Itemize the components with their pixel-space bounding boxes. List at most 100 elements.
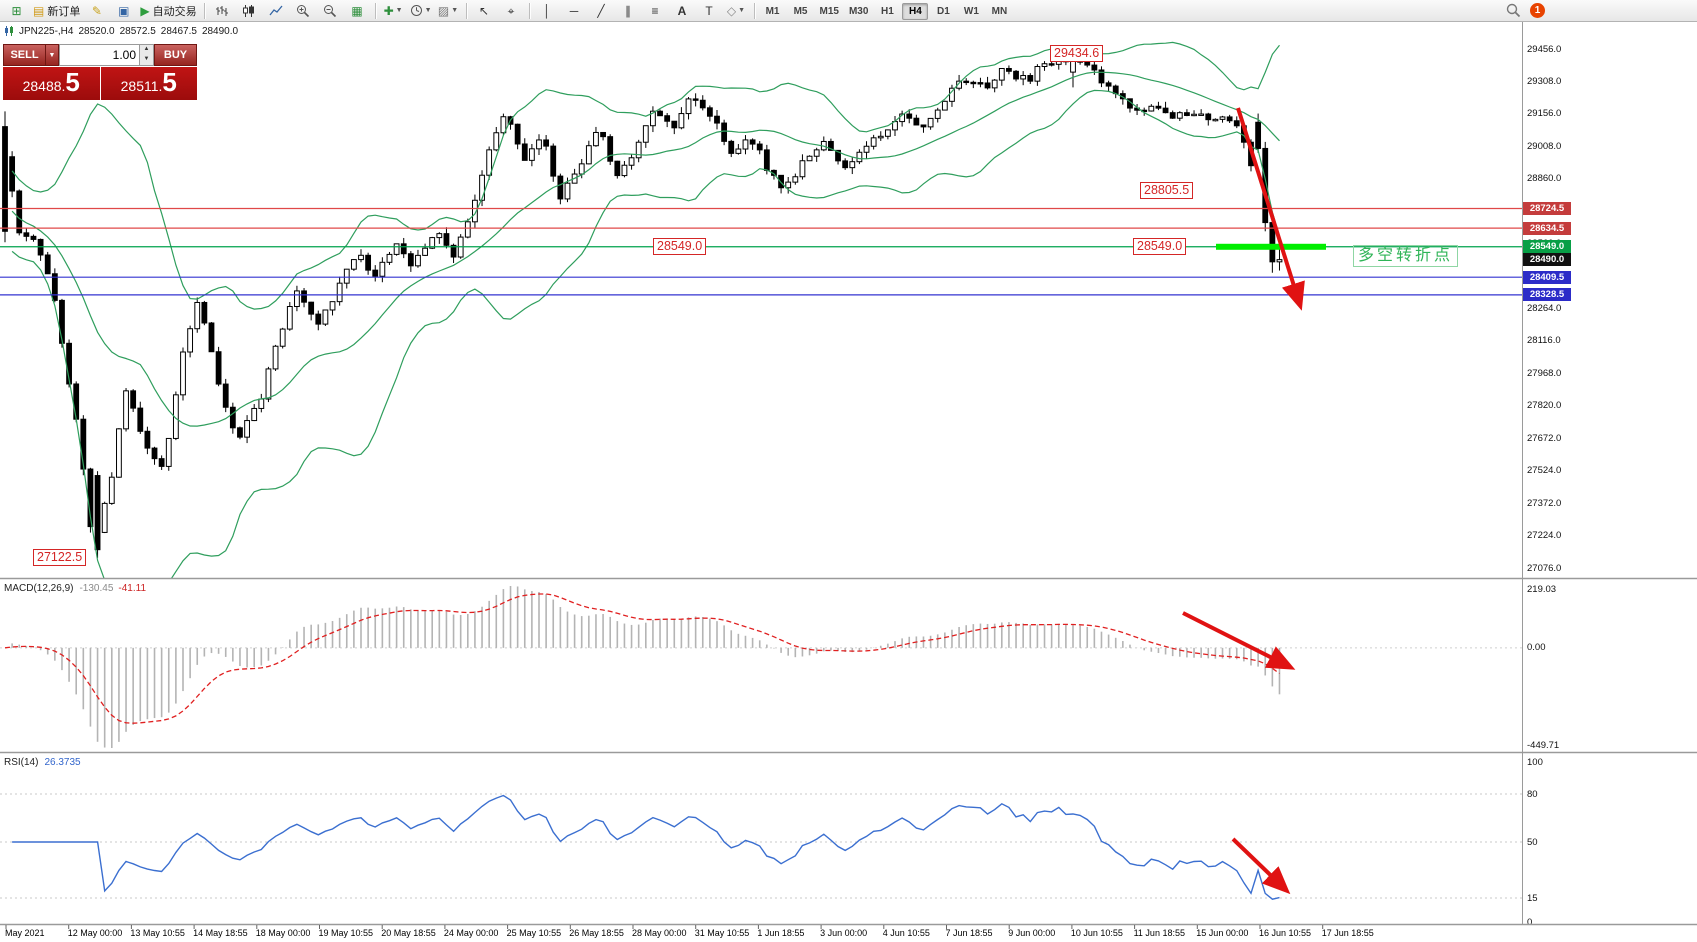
new-chart-icon: ⊞ (11, 3, 22, 18)
templates-icon: ▨ (437, 3, 450, 18)
time-axis-label: 16 Jun 10:55 (1259, 928, 1312, 938)
price-tick-label: 27372.0 (1527, 497, 1562, 509)
indicators-button[interactable]: ✚ ▼ (380, 1, 407, 21)
annotation-text[interactable]: 多空转折点 (1353, 245, 1459, 268)
macd-label-row: MACD(12,26,9) -130.45 -41.11 (4, 583, 146, 594)
time-axis-label: 12 May 00:00 (67, 928, 123, 938)
horizontal-line-icon: ─ (569, 3, 579, 18)
price-callout[interactable]: 28549.0 (1133, 237, 1187, 255)
tf-button-h1[interactable]: H1 (881, 6, 894, 17)
chart-tab-icon (5, 26, 13, 36)
bar-chart-button[interactable] (209, 1, 236, 21)
timeframe-toolbar: M1 M5 M15 M30 H1 H4 D1 W1 MN (759, 1, 1014, 20)
macd-value-signal: -41.11 (118, 583, 147, 594)
tile-windows-icon: ▦ (351, 3, 363, 18)
time-axis-label: 17 Jun 18:55 (1321, 928, 1374, 938)
fibonacci-icon: ≡ (651, 3, 659, 18)
metaeditor-icon: ✎ (91, 3, 102, 18)
price-callout[interactable]: 27122.5 (33, 548, 87, 566)
macd-label: MACD(12,26,9) (4, 583, 74, 594)
rsi-axis-label: 100 (1527, 757, 1543, 768)
chart-info-bar: JPN225-,H4 28520.0 28572.5 28467.5 28490… (4, 25, 238, 37)
price-tick-label: 29308.0 (1527, 75, 1562, 87)
zoom-out-icon (324, 4, 337, 17)
volume-spinner[interactable]: ▲ ▼ (140, 44, 154, 66)
crosshair-icon: ⌖ (507, 3, 515, 18)
trendline-button[interactable]: ╱ (588, 1, 615, 21)
sell-price-display[interactable]: 28488. 5 (3, 67, 100, 100)
volume-input[interactable] (59, 44, 140, 66)
zoom-in-icon (297, 4, 310, 17)
new-order-button[interactable]: ▤ 新订单 (30, 1, 83, 21)
time-axis-label: 4 Jun 10:55 (882, 928, 930, 938)
symbol-period-label: JPN225-,H4 (19, 25, 74, 37)
autotrading-label: 自动交易 (152, 5, 197, 18)
price-callout[interactable]: 28549.0 (653, 237, 707, 255)
templates-button[interactable]: ▨ ▼ (435, 1, 462, 21)
periods-button[interactable]: ▼ (407, 1, 435, 21)
crosshair-button[interactable]: ⌖ (498, 1, 525, 21)
spin-down-icon[interactable]: ▼ (140, 55, 153, 65)
rsi-axis-label: 15 (1527, 893, 1538, 904)
new-order-label: 新订单 (47, 5, 81, 18)
tf-button-h4[interactable]: H4 (902, 3, 929, 20)
time-axis-label: 11 Jun 18:55 (1133, 928, 1185, 938)
bollinger-middle (11, 71, 1280, 427)
tf-button-mn[interactable]: MN (991, 6, 1008, 17)
buy-button[interactable]: BUY (154, 44, 197, 66)
buy-price-display[interactable]: 28511. 5 (100, 67, 197, 100)
time-axis-label: 1 Jun 18:55 (757, 928, 805, 938)
text-label-button[interactable]: T (696, 1, 723, 21)
chevron-down-icon: ▼ (424, 7, 432, 14)
search-icon[interactable] (1506, 3, 1521, 18)
trendline-icon: ╱ (597, 3, 605, 18)
rsi-value: 26.3735 (44, 757, 81, 768)
zoom-out-button[interactable] (317, 1, 344, 21)
macd-value-main: -130.45 (79, 583, 114, 594)
rsi-panel (0, 793, 1522, 900)
price-tick-label: 27076.0 (1527, 562, 1562, 574)
text-button[interactable]: A (669, 1, 696, 21)
price-tick-label: 27524.0 (1527, 465, 1562, 477)
rsi-axis-label: 50 (1527, 837, 1538, 848)
notification-badge[interactable]: 1 (1530, 3, 1545, 18)
chevron-down-icon: ▼ (395, 7, 403, 14)
shapes-button[interactable]: ◇ ▼ (723, 1, 750, 21)
new-chart-button[interactable]: ⊞ (3, 1, 30, 21)
horizontal-line-button[interactable]: ─ (561, 1, 588, 21)
tf-button-m15[interactable]: M15 (819, 6, 839, 17)
price-tick-label: 29456.0 (1527, 43, 1562, 55)
tf-button-m5[interactable]: M5 (793, 6, 808, 17)
channel-button[interactable]: ∥ (615, 1, 642, 21)
zoom-in-button[interactable] (290, 1, 317, 21)
sell-button[interactable]: SELL (3, 44, 46, 66)
new-order-icon: ▤ (33, 3, 45, 18)
tf-button-d1[interactable]: D1 (937, 6, 950, 17)
tf-button-w1[interactable]: W1 (963, 6, 979, 17)
line-chart-button[interactable] (263, 1, 290, 21)
candlestick-chart-button[interactable] (236, 1, 263, 21)
autotrading-button[interactable]: ▶ 自动交易 (137, 1, 199, 21)
time-axis-label: 14 May 18:55 (193, 928, 248, 938)
rsi-line (12, 794, 1280, 900)
cursor-button[interactable]: ↖ (471, 1, 498, 21)
sell-options-dropdown[interactable]: ▼ (46, 44, 59, 66)
price-tick-label: 28116.0 (1527, 335, 1561, 347)
time-axis-label: 13 May 10:55 (130, 928, 185, 938)
price-tag: 28549.0 (1523, 240, 1571, 254)
vertical-line-button[interactable]: │ (534, 1, 561, 21)
tile-windows-button[interactable]: ▦ (344, 1, 371, 21)
fibonacci-button[interactable]: ≡ (642, 1, 669, 21)
price-tick-label: 27672.0 (1527, 432, 1562, 444)
price-callout[interactable]: 28805.5 (1140, 181, 1194, 199)
price-tick-label: 28264.0 (1527, 303, 1562, 314)
vertical-line-icon: │ (543, 3, 551, 18)
tf-button-m30[interactable]: M30 (848, 6, 869, 17)
price-callout[interactable]: 29434.6 (1050, 44, 1104, 62)
macd-signal-line (4, 593, 1280, 724)
metaeditor-button[interactable]: ✎ (83, 1, 110, 21)
terminal-button[interactable]: ▣ (110, 1, 137, 21)
spin-up-icon[interactable]: ▲ (140, 45, 153, 55)
tf-button-m1[interactable]: M1 (765, 6, 780, 17)
